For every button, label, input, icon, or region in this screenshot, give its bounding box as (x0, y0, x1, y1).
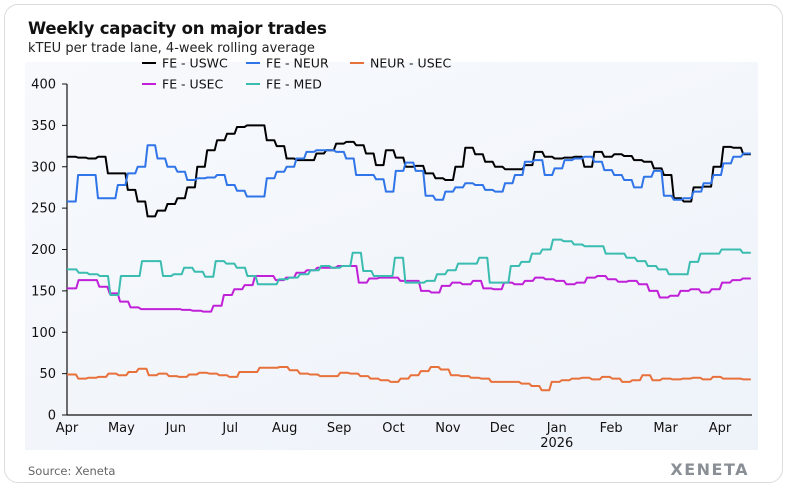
series-line-fe-usec (67, 265, 751, 313)
chart-title: Weekly capacity on major trades (28, 19, 327, 38)
x-tick-label: Apr (709, 421, 732, 436)
x-tick-label: Aug (272, 421, 297, 436)
legend-item-fe-uswc: FE - USWC (142, 56, 228, 71)
legend-item-neur-usec: NEUR - USEC (350, 56, 452, 71)
legend-item-fe-med: FE - MED (246, 77, 322, 92)
plot-panel (25, 62, 758, 450)
x-tick-label: Sep (327, 421, 352, 436)
x-tick-label: Feb (600, 421, 623, 436)
legend-label: FE - NEUR (266, 56, 329, 71)
x-tick-label: Dec (490, 421, 515, 436)
series-line-fe-uswc (67, 124, 751, 218)
legend: FE - USWC FE - NEUR NEUR - USEC FE - USEC FE… (142, 56, 452, 92)
x-tick-label: Jul (221, 421, 238, 436)
legend-label: FE - USWC (162, 56, 228, 71)
legend-label: FE - MED (266, 77, 322, 92)
series-lines (67, 124, 751, 392)
legend-item-fe-usec: FE - USEC (142, 77, 224, 92)
x-tick-label: Oct (382, 421, 404, 436)
chart-subtitle: kTEU per trade lane, 4-week rolling aver… (28, 41, 315, 56)
source-note: Source: Xeneta (28, 464, 116, 478)
y-tick-label: 300 (31, 160, 56, 175)
x-tick-label: Mar (653, 421, 678, 436)
y-tick-label: 100 (31, 326, 56, 341)
x-tick-label: Apr (56, 421, 79, 436)
y-tick-label: 0 (48, 409, 56, 424)
x-tick-label: Nov (435, 421, 461, 436)
y-axis: 0 50 100 150 200 250 300 350 400 (31, 78, 68, 424)
x-tick-label: May (108, 421, 135, 436)
y-tick-label: 250 (31, 202, 56, 217)
y-tick-label: 200 (31, 243, 56, 258)
x-tick-label: Jan (546, 421, 567, 436)
series-line-fe-neur (67, 144, 751, 203)
y-tick-label: 50 (39, 367, 56, 382)
legend-label: FE - USEC (162, 77, 224, 92)
y-tick-label: 350 (31, 119, 56, 134)
legend-label: NEUR - USEC (370, 56, 452, 71)
series-line-fe-med (67, 238, 751, 296)
xeneta-logo: XENETA (670, 460, 749, 479)
y-tick-label: 150 (31, 284, 56, 299)
x-tick-label: Jun (165, 421, 186, 436)
series-line-neur-usec (67, 366, 751, 392)
legend-item-fe-neur: FE - NEUR (246, 56, 329, 71)
x-tick-year-label: 2026 (540, 436, 573, 451)
y-tick-label: 400 (31, 78, 56, 93)
